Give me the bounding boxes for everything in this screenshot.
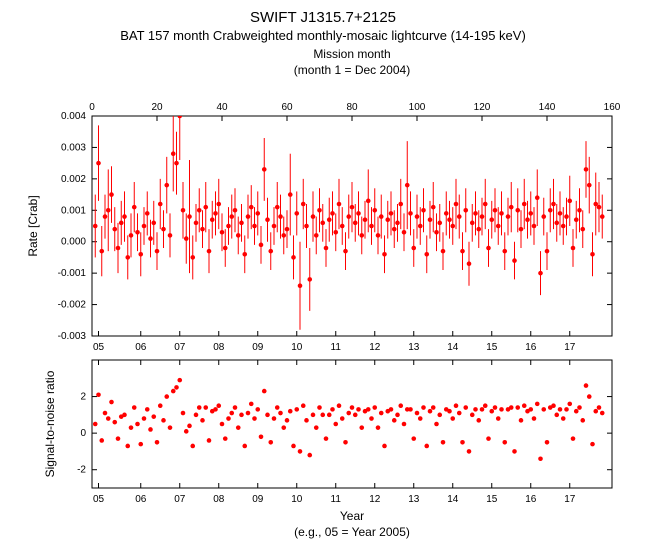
svg-text:0.002: 0.002 [61, 174, 86, 185]
svg-text:-0.002: -0.002 [58, 300, 87, 311]
svg-text:160: 160 [604, 102, 621, 113]
svg-text:16: 16 [525, 494, 537, 505]
svg-text:0: 0 [89, 102, 95, 113]
svg-text:12: 12 [369, 342, 381, 353]
svg-text:100: 100 [409, 102, 426, 113]
svg-text:0.003: 0.003 [61, 142, 86, 153]
svg-text:(e.g., 05 = Year 2005): (e.g., 05 = Year 2005) [294, 525, 410, 539]
svg-text:14: 14 [447, 342, 459, 353]
svg-text:120: 120 [474, 102, 491, 113]
svg-text:40: 40 [216, 102, 228, 113]
svg-text:140: 140 [539, 102, 556, 113]
svg-text:0.001: 0.001 [61, 205, 86, 216]
svg-text:0.004: 0.004 [61, 111, 86, 122]
svg-text:06: 06 [135, 494, 147, 505]
svg-text:13: 13 [408, 494, 420, 505]
svg-text:05: 05 [93, 342, 105, 353]
svg-text:11: 11 [331, 494, 342, 505]
svg-text:Year: Year [340, 509, 364, 523]
svg-text:Rate [Crab]: Rate [Crab] [26, 195, 40, 256]
svg-text:09: 09 [252, 342, 264, 353]
svg-text:15: 15 [486, 494, 498, 505]
snr-series [93, 378, 605, 461]
svg-text:08: 08 [213, 342, 225, 353]
snr-panel [92, 360, 612, 488]
svg-text:05: 05 [93, 494, 105, 505]
svg-text:80: 80 [346, 102, 358, 113]
svg-text:-0.001: -0.001 [58, 268, 87, 279]
svg-text:17: 17 [564, 342, 576, 353]
svg-text:0.000: 0.000 [61, 237, 86, 248]
svg-text:07: 07 [174, 494, 186, 505]
svg-text:08: 08 [213, 494, 225, 505]
svg-text:10: 10 [291, 342, 303, 353]
svg-text:0: 0 [80, 428, 86, 439]
svg-text:10: 10 [291, 494, 303, 505]
svg-text:-2: -2 [77, 465, 86, 476]
svg-text:09: 09 [252, 494, 264, 505]
svg-text:20: 20 [151, 102, 163, 113]
svg-text:07: 07 [174, 342, 186, 353]
svg-text:12: 12 [369, 494, 381, 505]
svg-text:(month 1 = Dec 2004): (month 1 = Dec 2004) [294, 63, 410, 77]
svg-text:17: 17 [564, 494, 576, 505]
svg-text:16: 16 [525, 342, 537, 353]
svg-text:13: 13 [408, 342, 420, 353]
svg-text:15: 15 [486, 342, 498, 353]
svg-text:-0.003: -0.003 [58, 331, 87, 342]
svg-text:Signal-to-noise ratio: Signal-to-noise ratio [43, 370, 57, 477]
svg-text:SWIFT J1315.7+2125: SWIFT J1315.7+2125 [250, 9, 396, 26]
svg-text:11: 11 [331, 342, 342, 353]
svg-text:60: 60 [281, 102, 293, 113]
svg-text:BAT 157 month Crabweighted mon: BAT 157 month Crabweighted monthly-mosai… [120, 28, 526, 43]
svg-text:06: 06 [135, 342, 147, 353]
svg-text:Mission month: Mission month [313, 47, 390, 61]
svg-text:2: 2 [80, 392, 86, 403]
svg-text:14: 14 [447, 494, 459, 505]
